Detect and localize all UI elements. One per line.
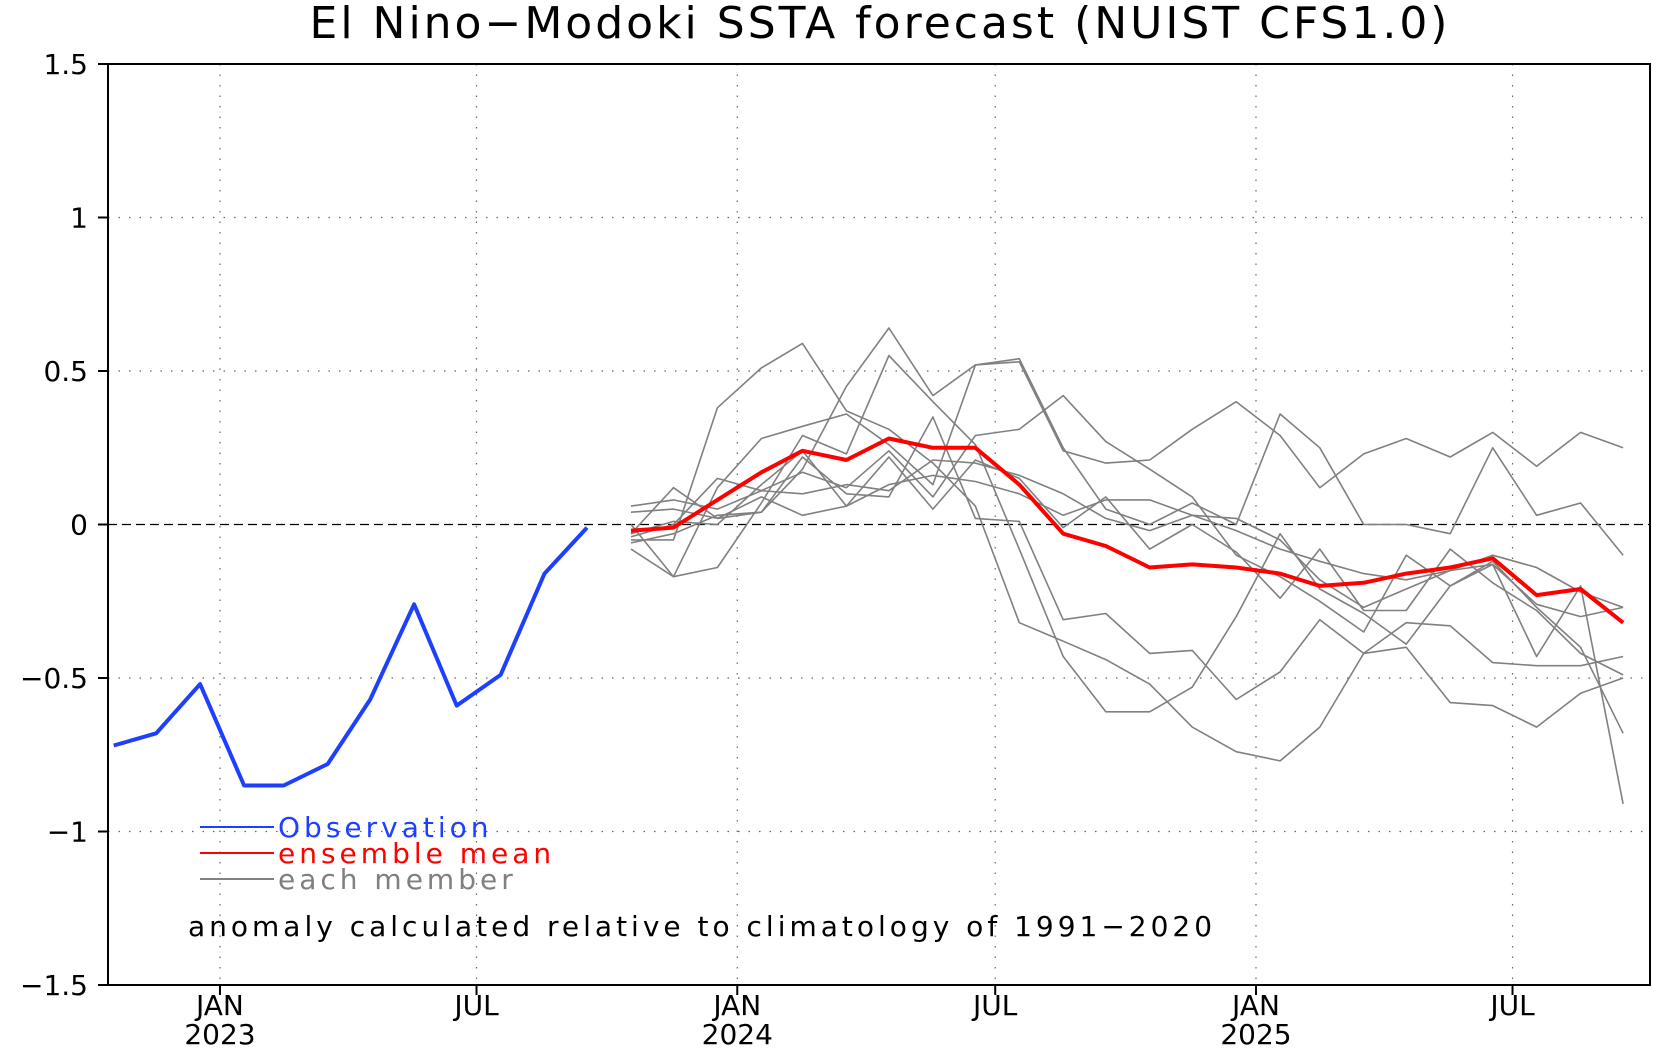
x-tick-label: JUL — [452, 989, 499, 1022]
member-line — [630, 357, 1624, 578]
legend-label-ensemble-mean: ensemble mean — [278, 837, 555, 870]
x-tick-year-label: 2023 — [184, 1018, 255, 1051]
y-tick-label: −0.5 — [20, 662, 88, 695]
x-tick-label: JAN — [1230, 989, 1280, 1022]
y-tick-label: −1.5 — [20, 969, 88, 1002]
member-lines — [630, 327, 1624, 805]
x-tick-year-label: 2025 — [1220, 1018, 1291, 1051]
x-tick-year-label: 2024 — [702, 1018, 773, 1051]
y-tick-label: 1.5 — [43, 48, 88, 81]
y-tick-label: 0.5 — [43, 355, 88, 388]
x-tick-label: JUL — [1488, 989, 1535, 1022]
legend-label-observation: Observation — [278, 811, 493, 844]
x-tick-label: JAN — [711, 989, 761, 1022]
legend: Observation ensemble mean each member — [200, 811, 555, 896]
y-tick-label: −1 — [47, 816, 88, 849]
x-tick-label: JUL — [971, 989, 1018, 1022]
member-line — [630, 416, 1624, 701]
climatology-annotation: anomaly calculated relative to climatolo… — [188, 910, 1216, 943]
legend-label-each-member: each member — [278, 863, 517, 896]
member-line — [630, 327, 1624, 535]
member-line — [630, 394, 1624, 805]
observation-group — [113, 526, 589, 788]
chart-title: El Nino−Modoki SSTA forecast (NUIST CFS1… — [310, 0, 1451, 49]
y-axis: 1.5 1 0.5 0 −0.5 −1 −1.5 — [20, 48, 108, 1002]
member-line — [630, 474, 1624, 609]
member-line — [631, 342, 1624, 762]
member-line — [630, 459, 1624, 618]
ensemble-mean-line — [630, 436, 1625, 625]
ensemble-mean-group — [630, 436, 1625, 625]
x-tick-label: JAN — [194, 989, 244, 1022]
y-tick-label: 0 — [70, 509, 88, 542]
observation-line — [113, 526, 589, 788]
gridlines — [108, 64, 1650, 985]
y-tick-label: 1 — [70, 202, 88, 235]
member-line — [630, 354, 1624, 734]
